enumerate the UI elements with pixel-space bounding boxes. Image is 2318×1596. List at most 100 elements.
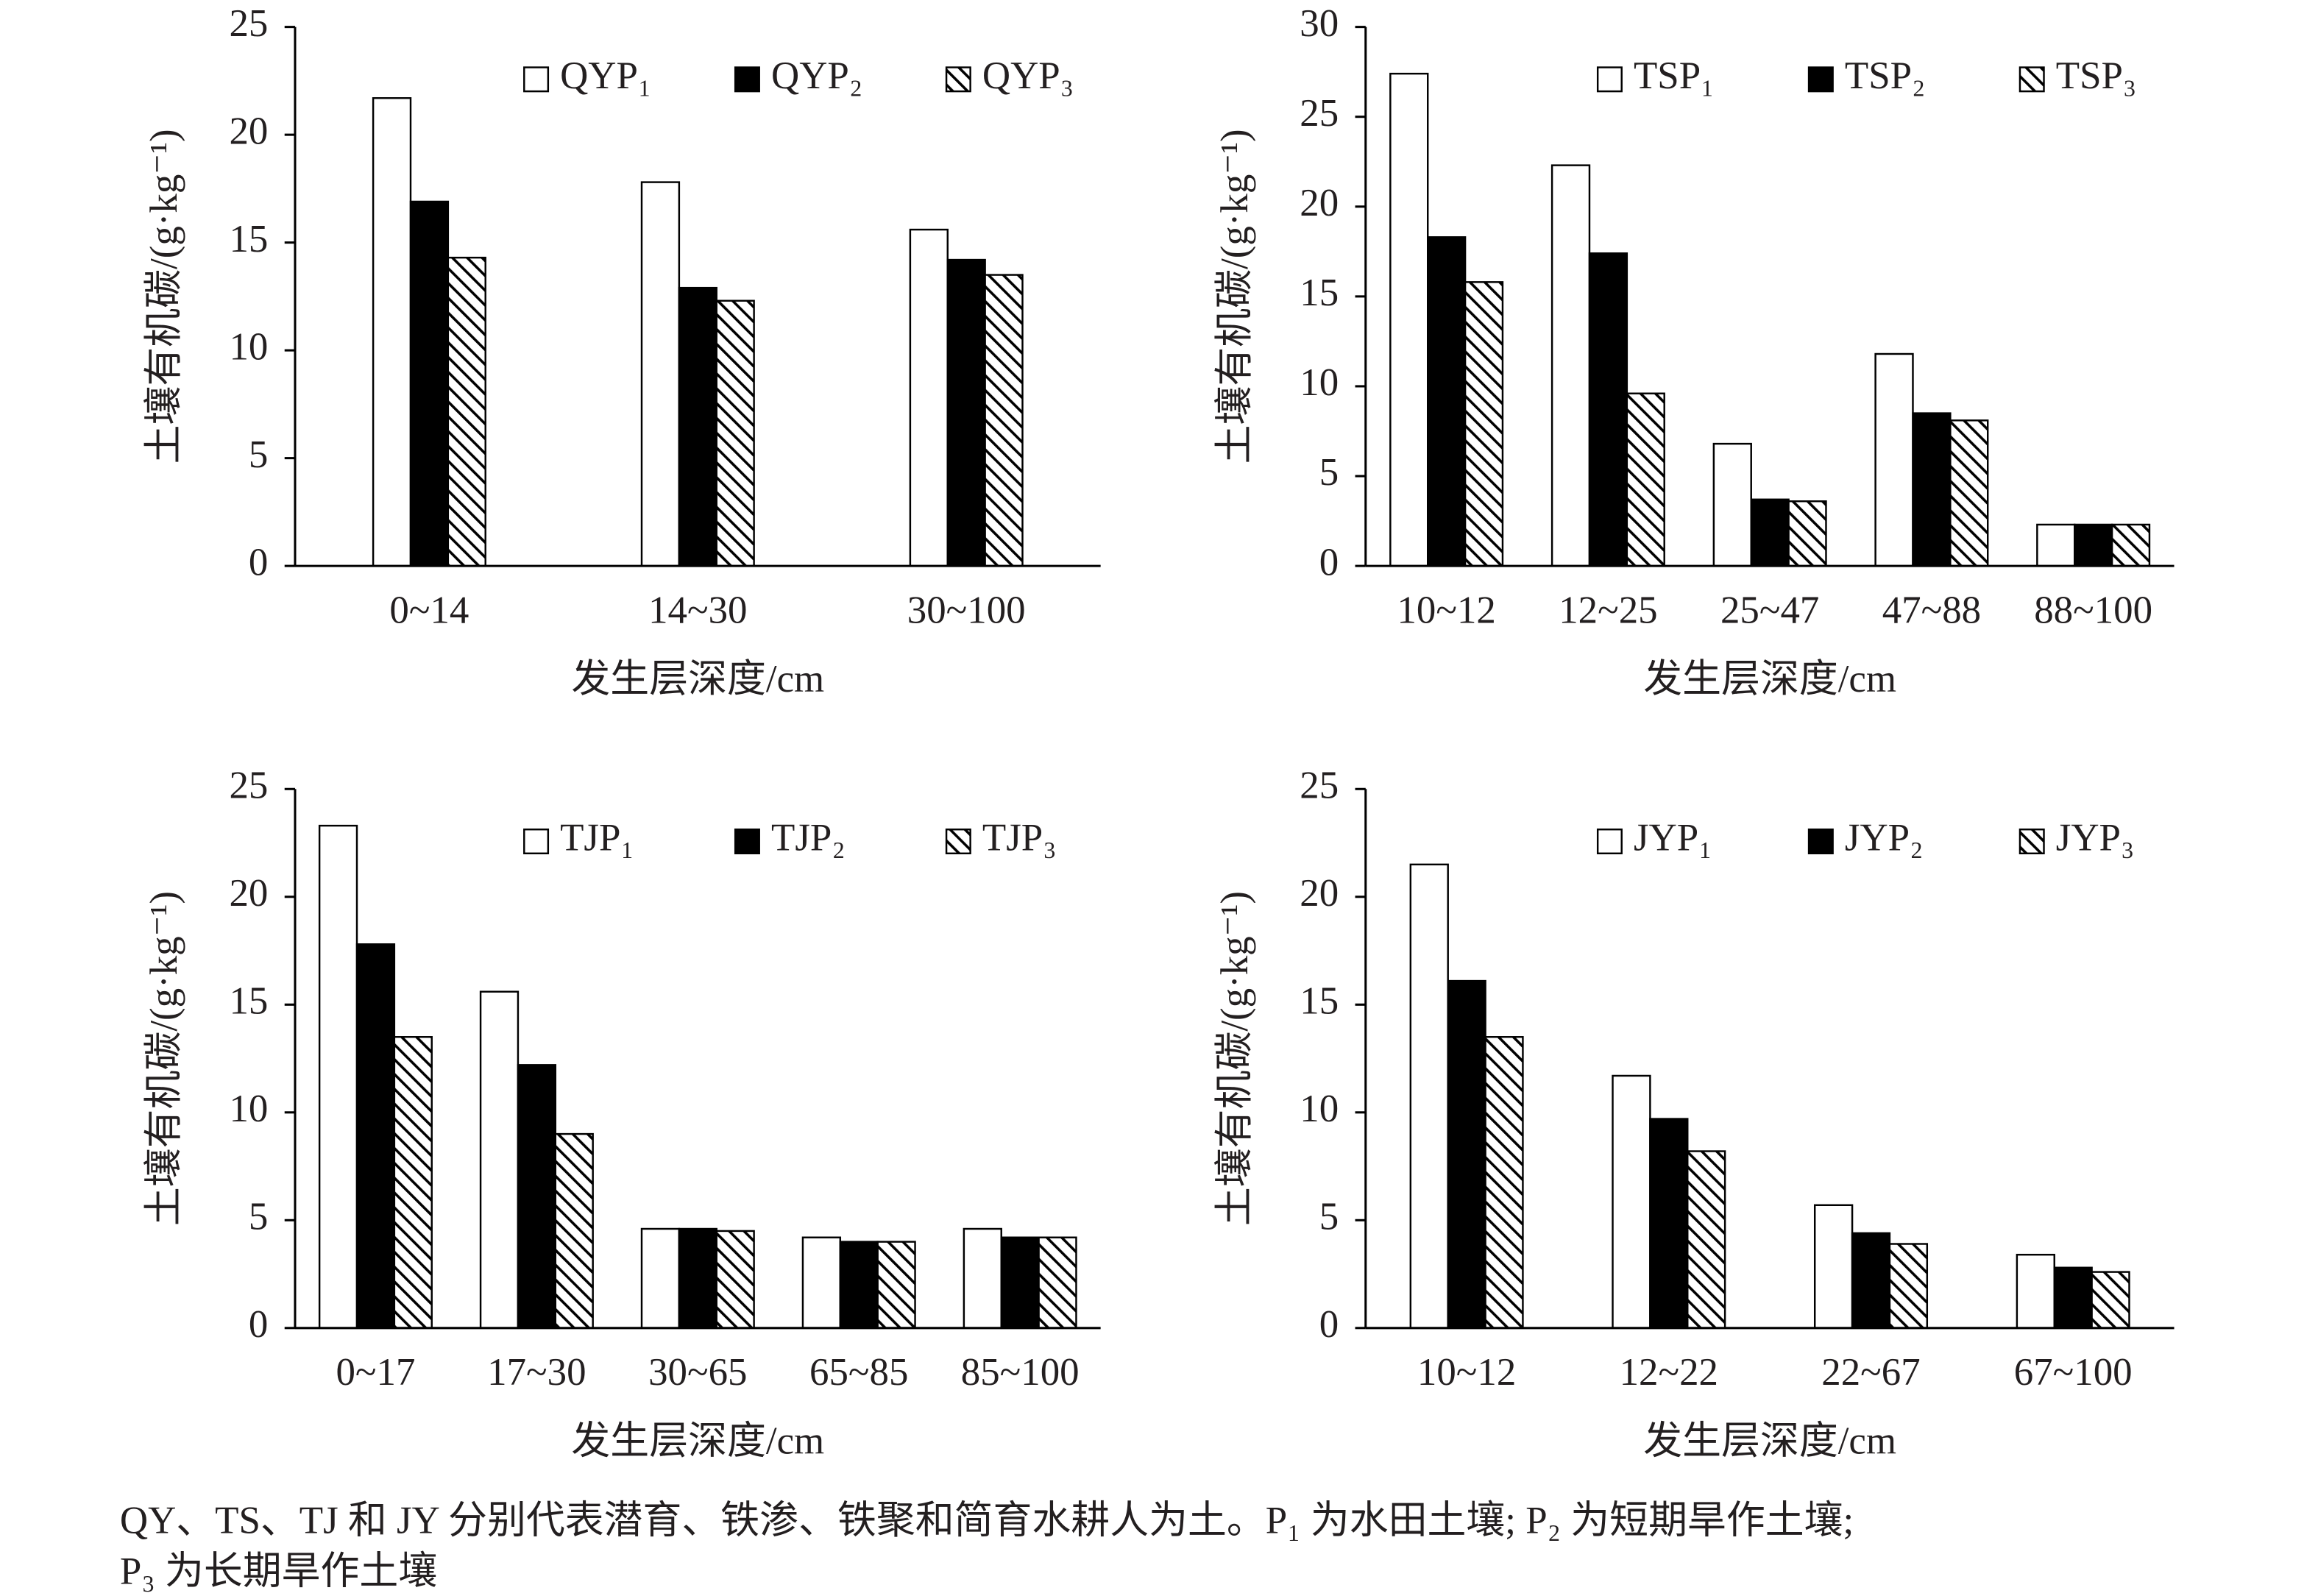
legend-swatch (2018, 829, 2045, 855)
y-tick-label: 5 (1319, 1195, 1339, 1238)
y-axis-label: 土壤有机碳/(g·kg⁻¹) (1213, 891, 1256, 1226)
bar (1588, 252, 1628, 567)
caption: QY、TS、TJ 和 JY 分别代表潜育、铁渗、铁聚和简育水耕人为土。P₁ 为水… (120, 1499, 1854, 1542)
y-tick-label: 25 (1300, 92, 1339, 135)
x-tick-label: 14~30 (648, 589, 747, 631)
y-tick-label: 0 (249, 1303, 268, 1346)
bar (1874, 352, 1914, 567)
bar (963, 1227, 1002, 1330)
bar (678, 286, 717, 567)
x-axis-label: 发生层深度/cm (1643, 1420, 1896, 1463)
x-tick-label: 47~88 (1882, 589, 1981, 631)
x-tick-label: 0~17 (336, 1351, 415, 1394)
legend-swatch (945, 829, 971, 855)
y-tick-label: 10 (1300, 361, 1339, 404)
bar (909, 228, 949, 567)
bar (1409, 863, 1449, 1330)
bar (678, 1227, 717, 1330)
legend-swatch (945, 66, 971, 93)
legend-swatch (734, 66, 760, 93)
y-tick-label: 25 (229, 2, 268, 45)
x-tick-label: 22~67 (1821, 1351, 1920, 1394)
y-tick-label: 10 (1300, 1088, 1339, 1130)
x-tick-label: 30~100 (907, 589, 1026, 631)
x-tick-label: 12~25 (1559, 589, 1657, 631)
legend-swatch (1807, 66, 1834, 93)
y-tick-label: 10 (229, 1088, 268, 1130)
bar (318, 824, 358, 1330)
y-tick-label: 20 (1300, 182, 1339, 224)
bar (1447, 979, 1486, 1330)
x-tick-label: 85~100 (961, 1351, 1080, 1394)
x-tick-label: 67~100 (2014, 1351, 2133, 1394)
x-tick-label: 88~100 (2034, 589, 2152, 631)
x-tick-label: 0~14 (389, 589, 469, 631)
bar (2036, 523, 2076, 567)
bar (1000, 1236, 1040, 1330)
y-tick-label: 20 (1300, 872, 1339, 915)
bar (479, 990, 520, 1330)
x-tick-label: 10~12 (1417, 1351, 1516, 1394)
y-tick-label: 0 (1319, 541, 1339, 584)
bar (640, 181, 681, 567)
y-axis-label: 土壤有机碳/(g·kg⁻¹) (143, 891, 185, 1226)
y-tick-label: 15 (229, 218, 268, 260)
y-tick-label: 15 (1300, 979, 1339, 1022)
y-tick-label: 30 (1300, 2, 1339, 45)
x-tick-label: 17~30 (487, 1351, 586, 1394)
legend-label: TSP₃ (2056, 54, 2137, 97)
legend-swatch (2018, 66, 2045, 93)
legend-swatch (734, 829, 760, 855)
bar (946, 258, 986, 567)
bar (1888, 1243, 1929, 1330)
bar (2074, 523, 2113, 567)
bar (1626, 392, 1665, 567)
legend-label: QYP₁ (560, 54, 651, 97)
bar (2110, 523, 2151, 567)
legend-label: TSP₁ (1634, 54, 1715, 97)
bar (984, 274, 1024, 567)
y-tick-label: 0 (249, 541, 268, 584)
bar (1389, 72, 1429, 567)
legend-label: JYP₂ (1845, 817, 1924, 859)
y-axis-label: 土壤有机碳/(g·kg⁻¹) (143, 129, 185, 464)
chart: 0~14 14~30 30~100 0 5 10 15 20 25 土壤有机碳/(g·kg⁻¹) 发… (143, 2, 1101, 701)
bar (1427, 236, 1467, 567)
bar (447, 256, 486, 567)
bar (1750, 498, 1790, 567)
bar (839, 1241, 879, 1330)
bar (1949, 419, 1989, 567)
bar (715, 1230, 755, 1330)
y-tick-label: 5 (1319, 451, 1339, 494)
x-axis-label: 发生层深度/cm (571, 1420, 824, 1463)
legend-label: TJP₂ (771, 817, 846, 859)
legend-label: JYP₃ (2056, 817, 2135, 859)
bar (1484, 1036, 1524, 1330)
bar (355, 943, 396, 1330)
caption: P₃ 为长期旱作土壤 (120, 1550, 437, 1593)
x-tick-label: 25~47 (1720, 589, 1819, 631)
bar (1687, 1150, 1726, 1330)
bar (1813, 1204, 1854, 1330)
legend-swatch (523, 66, 550, 93)
x-axis-label: 发生层深度/cm (1643, 658, 1896, 701)
bar (715, 299, 755, 567)
y-tick-label: 5 (249, 1195, 268, 1238)
y-tick-label: 15 (1300, 272, 1339, 314)
bar (876, 1241, 916, 1330)
legend-label: TSP₂ (1845, 54, 1926, 97)
legend-label: TJP₃ (982, 817, 1057, 859)
bar (554, 1132, 594, 1330)
y-tick-label: 15 (229, 979, 268, 1022)
y-tick-label: 25 (1300, 764, 1339, 806)
y-tick-label: 5 (249, 433, 268, 476)
x-tick-label: 30~65 (648, 1351, 747, 1394)
chart: 10~12 12~22 22~67 67~100 0 5 10 15 20 25 土壤有机碳/(g·… (1213, 764, 2175, 1463)
y-tick-label: 25 (229, 764, 268, 806)
legend-swatch (1596, 829, 1623, 855)
y-axis-label: 土壤有机碳/(g·kg⁻¹) (1213, 129, 1256, 464)
bar (1787, 500, 1827, 567)
x-tick-label: 10~12 (1397, 589, 1495, 631)
x-axis-label: 发生层深度/cm (571, 658, 824, 701)
